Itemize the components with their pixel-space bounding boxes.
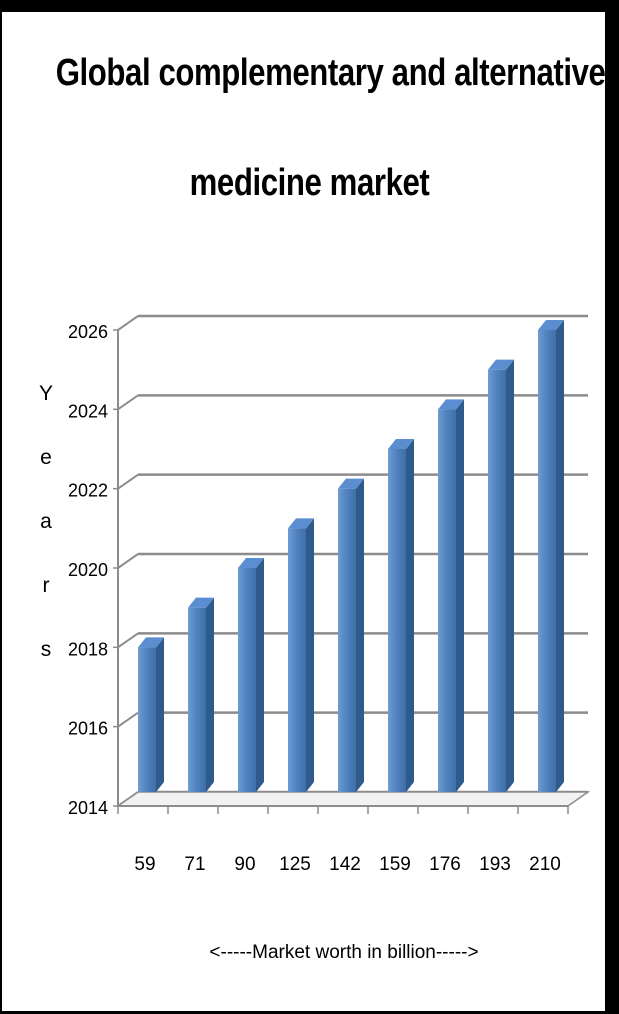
bar-front xyxy=(188,607,206,792)
x-tick-label: 142 xyxy=(329,854,361,875)
gridline-depth xyxy=(117,553,139,569)
bar-front xyxy=(438,409,456,792)
chart-title-line-2: medicine market xyxy=(189,162,430,204)
bar-top xyxy=(288,518,314,529)
axes xyxy=(113,329,591,814)
bar-front xyxy=(138,647,156,792)
bar-side xyxy=(156,637,164,792)
bar-top xyxy=(138,637,164,648)
bar-side xyxy=(406,439,414,792)
bar-top xyxy=(338,478,364,489)
x-tick-label: 71 xyxy=(184,854,205,875)
bar-side xyxy=(306,518,314,792)
y-axis-title-letter: e xyxy=(40,446,52,469)
bar xyxy=(188,597,214,792)
x-tick-label: 159 xyxy=(379,854,411,875)
y-tick-label: 2026 xyxy=(68,322,108,342)
bar-side xyxy=(356,478,364,792)
bar-top xyxy=(238,558,264,568)
bar-top xyxy=(488,359,514,370)
y-tick-label: 2016 xyxy=(68,719,108,739)
bar-front xyxy=(388,449,406,792)
bar-front xyxy=(538,330,556,792)
x-tick-label: 90 xyxy=(234,854,255,875)
y-axis-title-letter: Y xyxy=(39,382,53,405)
x-tick-label: 210 xyxy=(529,854,561,875)
bar xyxy=(488,359,514,792)
bar xyxy=(438,399,464,792)
y-tick-label: 2022 xyxy=(68,481,108,501)
bars xyxy=(138,320,564,792)
x-tick-label: 176 xyxy=(429,854,461,875)
bar-top xyxy=(438,399,464,410)
bar-front xyxy=(488,369,506,792)
chart-floor xyxy=(115,791,591,807)
bar xyxy=(238,558,264,792)
bar-front xyxy=(238,568,256,792)
y-tick-label: 2024 xyxy=(68,401,108,421)
bar-side xyxy=(556,320,564,792)
bar-side xyxy=(206,597,214,792)
bar xyxy=(338,478,364,792)
x-axis-title: <-----Market worth in billion-----> xyxy=(209,942,478,963)
bar-side xyxy=(506,359,514,792)
gridline-depth xyxy=(117,632,139,649)
bar-top xyxy=(388,439,414,449)
bar xyxy=(288,518,314,792)
bar-front xyxy=(288,528,306,792)
x-tick-label: 59 xyxy=(134,854,155,875)
gridline-depth xyxy=(117,711,139,728)
bar-side xyxy=(256,558,264,792)
chart-title-line-1: Global complementary and alternative xyxy=(55,52,606,94)
bar-top xyxy=(538,320,564,330)
y-tick-label: 2014 xyxy=(68,798,108,818)
gridline-depth xyxy=(117,394,139,411)
y-axis-title-letter: a xyxy=(40,510,52,533)
bar xyxy=(388,439,414,792)
y-tick-label: 2020 xyxy=(68,560,108,580)
bar xyxy=(538,320,564,792)
bar-side xyxy=(456,399,464,792)
y-axis-title-letter: r xyxy=(43,574,50,597)
axis-labels: 2014 2016 2018 2020 2022 2024 2026 59 71 90 125 142… xyxy=(39,322,561,963)
x-tick-label: 125 xyxy=(279,854,311,875)
x-tick-label: 193 xyxy=(479,854,511,875)
gridline-depth xyxy=(117,315,139,331)
y-axis-title-letter: s xyxy=(41,638,52,661)
gridline-depth xyxy=(117,473,139,490)
bar-top xyxy=(188,597,214,608)
bar-front xyxy=(338,488,356,792)
y-tick-label: 2018 xyxy=(68,639,108,659)
bar xyxy=(138,637,164,792)
